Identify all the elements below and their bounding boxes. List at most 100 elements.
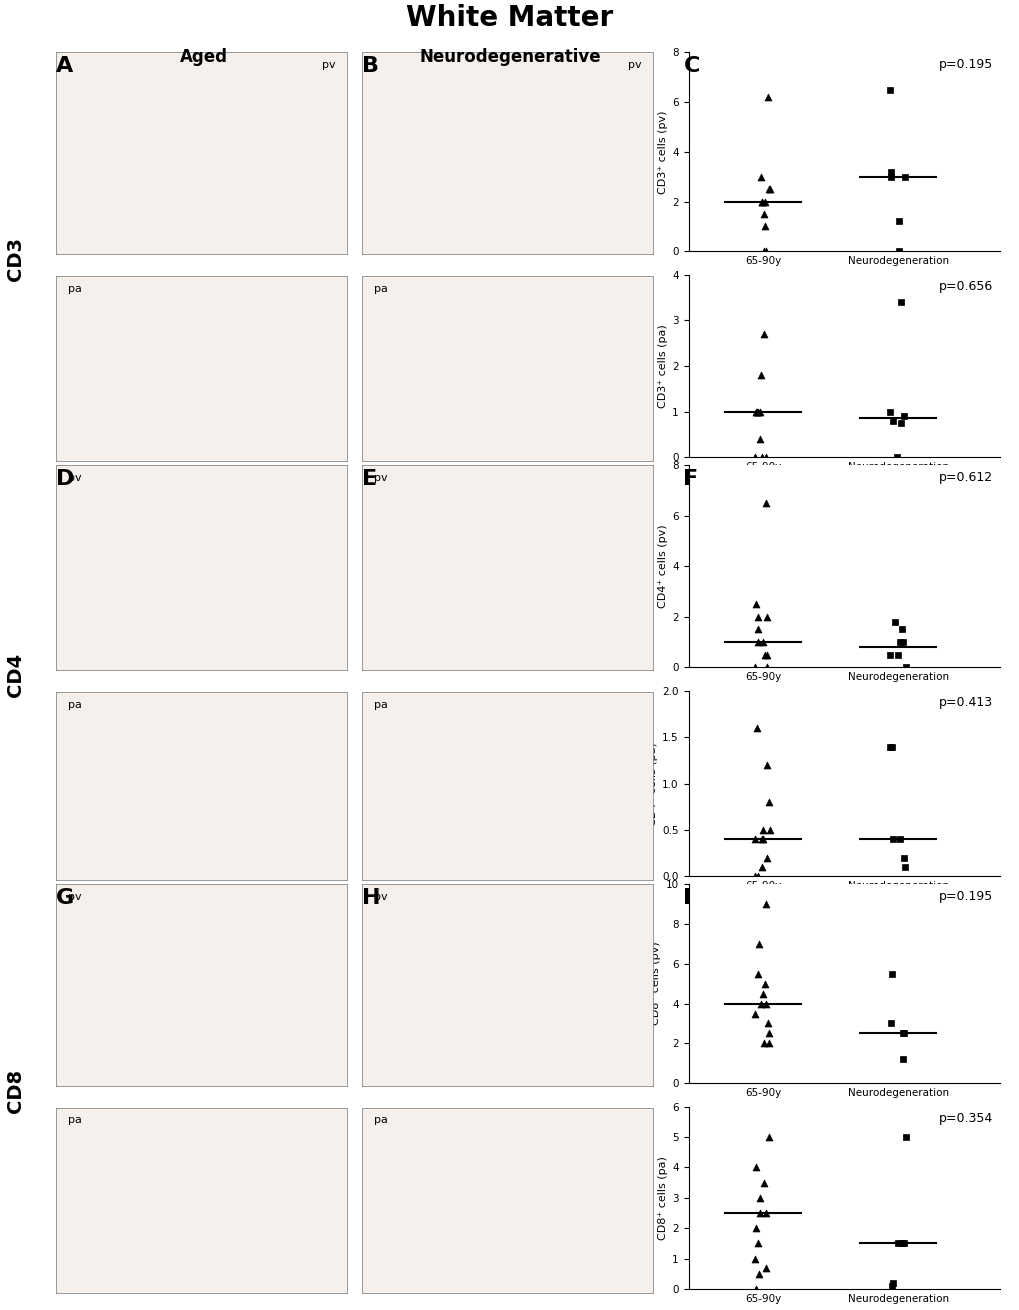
Point	[881, 645, 898, 665]
Text: E: E	[362, 469, 377, 489]
Point	[757, 1258, 773, 1279]
Point	[759, 86, 775, 107]
Point	[757, 993, 773, 1014]
Y-axis label: CD4⁺ cells (pa): CD4⁺ cells (pa)	[647, 741, 657, 825]
Point	[882, 161, 899, 182]
Point	[746, 866, 762, 887]
Point	[754, 820, 770, 841]
Text: pv: pv	[67, 473, 82, 483]
Text: Aged: Aged	[179, 48, 228, 67]
Point	[751, 1203, 767, 1224]
Text: Neurodegenerative: Neurodegenerative	[419, 48, 600, 67]
Point	[753, 191, 769, 212]
Point	[894, 1233, 910, 1254]
Text: A: A	[56, 56, 73, 76]
Point	[750, 934, 766, 955]
Point	[892, 413, 908, 434]
Y-axis label: CD3⁺ cells (pv): CD3⁺ cells (pv)	[657, 110, 667, 194]
Point	[883, 829, 900, 850]
Point	[882, 963, 899, 984]
Text: H: H	[362, 888, 380, 908]
Text: pa: pa	[373, 700, 387, 710]
Point	[757, 447, 773, 468]
Point	[897, 656, 913, 677]
Point	[895, 1233, 911, 1254]
Point	[896, 166, 912, 187]
Point	[896, 406, 912, 427]
Point	[751, 401, 767, 422]
Point	[891, 631, 907, 652]
Point	[749, 963, 765, 984]
Point	[747, 1003, 763, 1024]
Point	[752, 993, 768, 1014]
Point	[751, 1187, 767, 1208]
Point	[761, 178, 777, 199]
Point	[758, 607, 774, 627]
Point	[749, 401, 765, 422]
Text: pv: pv	[373, 473, 387, 483]
Point	[746, 447, 762, 468]
Point	[895, 848, 911, 869]
Point	[746, 1248, 762, 1269]
Point	[755, 1032, 771, 1053]
Point	[893, 618, 909, 639]
Point	[759, 1013, 775, 1034]
Text: pa: pa	[67, 1115, 82, 1125]
Point	[892, 292, 908, 313]
Point	[754, 631, 770, 652]
Point	[882, 736, 899, 757]
Point	[755, 203, 771, 224]
Y-axis label: CD4⁺ cells (pv): CD4⁺ cells (pv)	[657, 524, 667, 608]
Point	[747, 593, 763, 614]
Point	[753, 829, 769, 850]
Point	[758, 656, 774, 677]
Point	[897, 1127, 913, 1148]
Point	[756, 973, 772, 994]
Text: D: D	[56, 469, 74, 489]
Point	[883, 1276, 900, 1297]
Point	[750, 631, 766, 652]
Point	[754, 829, 770, 850]
Text: p=0.195: p=0.195	[938, 891, 993, 903]
Text: pv: pv	[373, 892, 387, 903]
Text: pv: pv	[321, 60, 335, 71]
Point	[760, 1032, 776, 1053]
Text: pv: pv	[67, 892, 82, 903]
Point	[753, 857, 769, 878]
Point	[753, 191, 769, 212]
Text: pa: pa	[67, 700, 82, 710]
Point	[757, 241, 773, 262]
Point	[882, 166, 899, 187]
Point	[754, 982, 770, 1003]
Point	[758, 645, 774, 665]
Point	[751, 428, 767, 449]
Point	[895, 1023, 911, 1044]
Text: p=0.354: p=0.354	[938, 1112, 993, 1125]
Text: White Matter: White Matter	[406, 4, 613, 31]
Point	[752, 166, 768, 187]
Point	[757, 1203, 773, 1224]
Text: C: C	[683, 56, 699, 76]
Point	[894, 1023, 910, 1044]
Text: p=0.656: p=0.656	[938, 280, 993, 293]
Point	[889, 1233, 905, 1254]
Text: CD4: CD4	[6, 652, 24, 697]
Point	[888, 447, 904, 468]
Y-axis label: CD8⁺ cells (pv): CD8⁺ cells (pv)	[651, 942, 661, 1026]
Text: B: B	[362, 56, 379, 76]
Point	[756, 216, 772, 237]
Point	[756, 645, 772, 665]
Point	[756, 191, 772, 212]
Text: I: I	[683, 888, 691, 908]
Point	[760, 791, 776, 812]
Point	[881, 401, 898, 422]
Point	[748, 401, 764, 422]
Point	[892, 829, 908, 850]
Point	[894, 1049, 910, 1070]
Point	[758, 755, 774, 776]
Text: p=0.195: p=0.195	[938, 59, 993, 71]
Point	[761, 820, 777, 841]
Point	[891, 211, 907, 232]
Point	[747, 1279, 763, 1300]
Point	[884, 410, 901, 431]
